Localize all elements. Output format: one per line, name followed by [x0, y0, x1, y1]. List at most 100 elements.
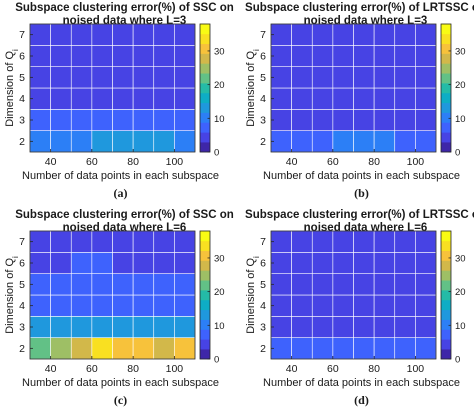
colorbar-segment	[200, 102, 210, 113]
colorbar-tick-label: 20	[455, 287, 466, 298]
heatmap-cell	[70, 337, 93, 360]
heatmap-cell	[353, 273, 375, 296]
x-tick-label: 60	[327, 156, 339, 168]
heatmap-cell	[311, 273, 334, 296]
chart-title: Subspace clustering error(%) of LRTSSC o…	[245, 2, 474, 14]
heatmap-cell	[415, 230, 437, 253]
y-tick-label: 6	[19, 51, 25, 63]
heatmap-cell	[373, 252, 396, 274]
colorbar-tick-label: 20	[455, 80, 466, 91]
x-axis-label: Number of data points in each subspace	[22, 377, 219, 389]
heatmap-cell	[29, 130, 51, 153]
heatmap-cell	[353, 130, 375, 153]
heatmap-cell	[174, 252, 196, 274]
heatmap-cell	[91, 273, 113, 296]
x-axis-label: Number of data points in each subspace	[263, 170, 460, 182]
plot-frame	[270, 23, 437, 153]
heatmap-cell	[394, 294, 416, 317]
colorbar: 0 10 20 30	[440, 230, 466, 366]
y-tick-label: 7	[260, 236, 266, 248]
heatmap-cell	[50, 252, 72, 274]
heatmap-cell	[174, 316, 196, 338]
heatmap-cell	[353, 230, 375, 253]
x-tick-label: 100	[407, 156, 425, 168]
heatmap-cell	[270, 273, 292, 296]
y-tick-label: 5	[19, 279, 25, 291]
x-tick-label: 80	[127, 156, 139, 168]
heatmap-cell	[373, 66, 396, 89]
colorbar-tick-label: 30	[455, 46, 466, 57]
heatmap-cell	[132, 130, 155, 153]
heatmap-cell	[291, 23, 313, 46]
chart-title: Subspace clustering error(%) of SSC on	[15, 209, 234, 221]
heatmap-cell	[373, 337, 396, 360]
heatmap-cell	[112, 130, 134, 153]
y-axis-label-main: Dimension of Q	[4, 51, 16, 127]
heatmap-cell	[153, 294, 175, 317]
heatmap-cell	[270, 23, 292, 46]
heatmap-cell	[112, 337, 134, 360]
heatmap-cell	[29, 252, 51, 274]
heatmap-cell	[353, 23, 375, 46]
colorbar-segment	[441, 92, 451, 104]
colorbar-segment	[441, 230, 451, 242]
heatmap-cell	[132, 273, 155, 296]
heatmap-cell	[112, 23, 134, 46]
colorbar-segment	[441, 102, 451, 113]
y-tick-label: 4	[19, 93, 25, 105]
colorbar-tick-label: 0	[455, 355, 460, 366]
heatmap-cell	[373, 130, 396, 153]
heatmap-cell	[353, 87, 375, 110]
y-axis-label: Dimension of Qi	[245, 49, 261, 127]
heatmap-cell	[291, 109, 313, 131]
colorbar-tick-label: 10	[214, 114, 225, 125]
colorbar-segment	[441, 112, 451, 123]
colorbar-segment	[200, 122, 210, 133]
heatmap-cell	[270, 66, 292, 89]
heatmap-cell	[112, 87, 134, 110]
x-tick-label: 40	[286, 363, 298, 375]
x-axis-label: Number of data points in each subspace	[263, 377, 460, 389]
colorbar-segment	[200, 250, 210, 261]
heatmap-cell	[373, 23, 396, 46]
heatmap-cell	[29, 45, 51, 67]
heatmap-cell	[132, 316, 155, 338]
heatmap-cell	[153, 23, 175, 46]
heatmap-cell	[291, 337, 313, 360]
heatmap-cell	[332, 45, 354, 67]
heatmap-cell	[70, 23, 93, 46]
heatmap-cell	[153, 87, 175, 110]
heatmap-cell	[112, 45, 134, 67]
heatmap-cell	[332, 294, 354, 317]
heatmap-panel-a: Subspace clustering error(%) of SSC onno…	[4, 2, 234, 200]
colorbar-tick-label: 30	[214, 253, 225, 264]
colorbar-segment	[441, 43, 451, 54]
heatmap-cell	[415, 337, 437, 360]
y-tick-label: 3	[19, 322, 25, 334]
y-tick-label: 5	[260, 279, 266, 291]
colorbar-frame	[440, 230, 452, 360]
y-tick-label: 6	[19, 258, 25, 270]
heatmap-cell	[29, 66, 51, 89]
colorbar-segment	[441, 122, 451, 133]
heatmap-cell	[291, 230, 313, 253]
colorbar-segment	[441, 33, 451, 44]
heatmap-cell	[29, 337, 51, 360]
heatmap-cell	[174, 230, 196, 253]
heatmap-cell	[132, 109, 155, 131]
heatmap-cell	[373, 230, 396, 253]
heatmap-cell	[394, 316, 416, 338]
heatmap-cell	[50, 109, 72, 131]
heatmap-cell	[50, 45, 72, 67]
colorbar-segment	[200, 230, 210, 242]
y-tick-label: 6	[260, 51, 266, 63]
y-axis-label-subscript: i	[252, 256, 261, 258]
y-tick-label: 5	[260, 72, 266, 84]
colorbar-tick-label: 10	[214, 321, 225, 332]
heatmap-cell	[311, 23, 334, 46]
chart-title: Subspace clustering error(%) of LRTSSC o…	[245, 209, 474, 221]
colorbar-segment	[200, 23, 210, 35]
colorbar-segment	[441, 72, 451, 84]
heatmap-cell	[91, 109, 113, 131]
